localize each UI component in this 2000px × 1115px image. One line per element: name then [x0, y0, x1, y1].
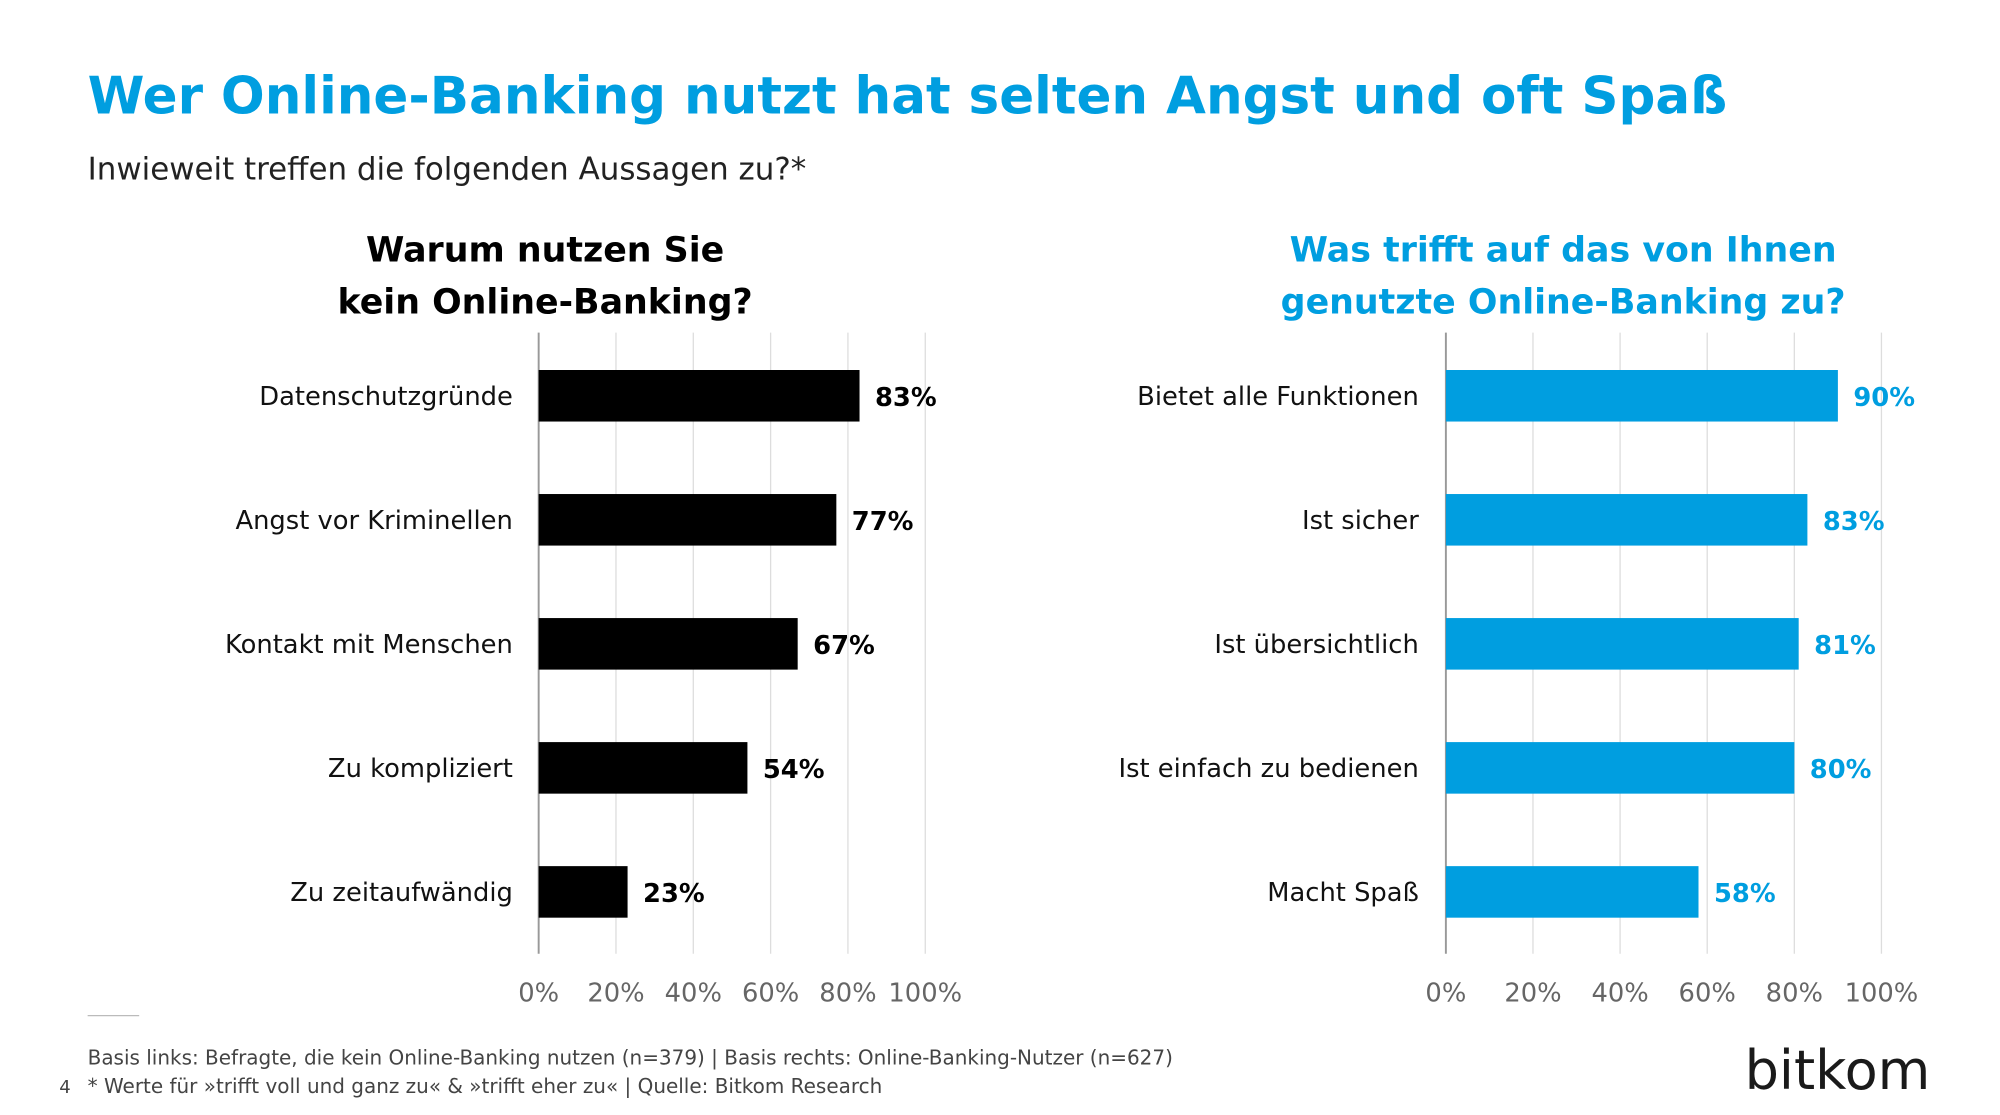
page-number: 4 [59, 1077, 70, 1098]
value-label: 77% [852, 507, 914, 537]
footnote: * Werte für »trifft voll und ganz zu« & … [88, 1074, 883, 1098]
bar [1445, 866, 1699, 918]
value-label: 67% [813, 631, 875, 661]
bar [538, 742, 748, 794]
category-label: Ist sicher [1302, 506, 1419, 536]
value-label: 83% [875, 383, 937, 413]
bar [538, 866, 628, 918]
x-tick-label: 40% [1591, 978, 1648, 1008]
x-tick-label: 60% [1679, 978, 1736, 1008]
bar [538, 494, 837, 546]
bar [1445, 618, 1799, 670]
bar [538, 370, 860, 422]
bar [1445, 494, 1808, 546]
value-label: 23% [643, 879, 705, 909]
category-label: Macht Spaß [1267, 878, 1419, 908]
bar [538, 618, 798, 670]
chart-title: genutzte Online-Banking zu? [1281, 282, 1846, 322]
x-tick-label: 60% [742, 978, 799, 1008]
logo: bitkom [1745, 1039, 1931, 1102]
category-label: Zu kompliziert [328, 754, 513, 784]
bar [1445, 742, 1795, 794]
x-tick-label: 0% [1425, 978, 1466, 1008]
x-tick-label: 20% [587, 978, 644, 1008]
slide-title: Wer Online-Banking nutzt hat selten Angs… [88, 67, 1728, 127]
bar [1445, 370, 1838, 422]
value-label: 90% [1853, 383, 1915, 413]
x-tick-label: 80% [819, 978, 876, 1008]
x-tick-label: 40% [665, 978, 722, 1008]
value-label: 58% [1714, 879, 1776, 909]
category-label: Ist übersichtlich [1214, 630, 1418, 660]
x-tick-label: 0% [518, 978, 559, 1008]
value-label: 80% [1810, 755, 1872, 785]
chart-title: Warum nutzen Sie [366, 231, 724, 271]
footnote: Basis links: Befragte, die kein Online-B… [88, 1046, 1173, 1070]
chart-title: kein Online-Banking? [338, 282, 753, 322]
x-tick-label: 100% [1845, 978, 1919, 1008]
chart-title: Was trifft auf das von Ihnen [1290, 231, 1837, 271]
x-tick-label: 100% [888, 978, 962, 1008]
x-tick-label: 20% [1504, 978, 1561, 1008]
x-tick-label: 80% [1766, 978, 1823, 1008]
category-label: Datenschutzgründe [259, 382, 513, 412]
slide-subtitle: Inwieweit treffen die folgenden Aussagen… [88, 151, 807, 187]
category-label: Angst vor Kriminellen [235, 506, 512, 536]
category-label: Zu zeitaufwändig [290, 878, 513, 908]
category-label: Ist einfach zu bedienen [1118, 754, 1418, 784]
value-label: 81% [1814, 631, 1876, 661]
category-label: Kontakt mit Menschen [225, 630, 513, 660]
category-label: Bietet alle Funktionen [1137, 382, 1419, 412]
value-label: 54% [763, 755, 825, 785]
value-label: 83% [1823, 507, 1885, 537]
